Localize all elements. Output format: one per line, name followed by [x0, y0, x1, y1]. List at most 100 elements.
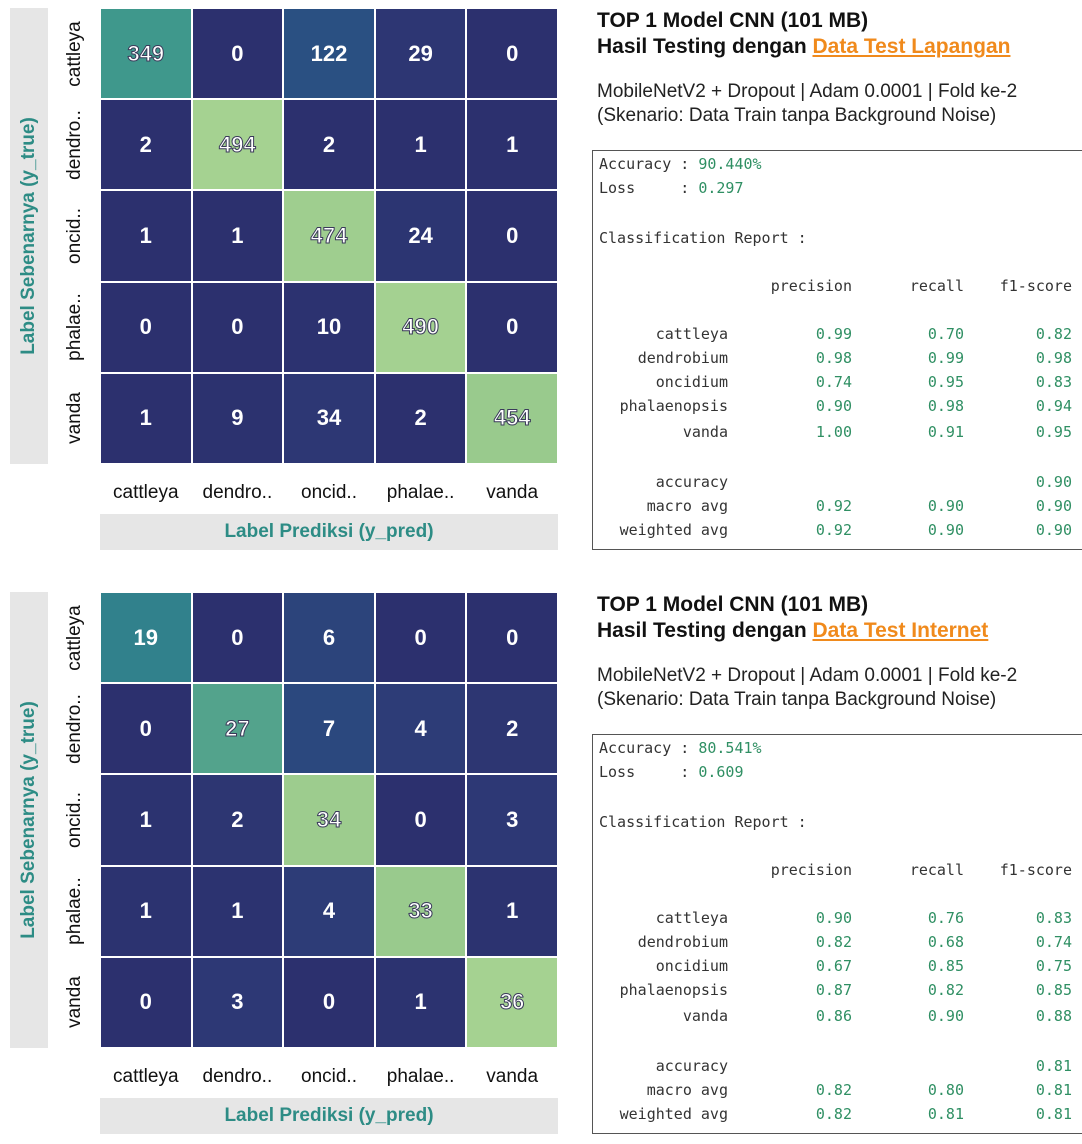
- matrix-cell: 2: [192, 775, 283, 865]
- metric-value: 0.98: [927, 397, 964, 415]
- title-prefix: Hasil Testing dengan: [597, 619, 813, 642]
- matrix-cell: 6: [284, 593, 374, 683]
- loss-value: 0.297: [698, 179, 744, 197]
- metric-value: 0.81: [1035, 1105, 1072, 1123]
- summary-label: macro avg: [646, 1081, 728, 1099]
- matrix-cell: 2: [284, 100, 374, 190]
- x-axis-label: Label Prediksi (y_pred): [100, 514, 558, 550]
- metric-value: 0.82: [815, 933, 852, 951]
- metric-value: 0.98: [1035, 349, 1072, 367]
- matrix-cell: 0: [192, 593, 283, 683]
- metric-value: 0.75: [1035, 957, 1072, 975]
- x-tick-label: phalae..: [386, 482, 455, 503]
- matrix-cell: 0: [101, 957, 191, 1047]
- metric-value: 0.87: [815, 981, 852, 999]
- metric-value: 0.95: [927, 373, 964, 391]
- metric-value: 0.90: [815, 909, 852, 927]
- matrix-cell: 2: [467, 684, 557, 774]
- metric-value: 0.90: [815, 397, 852, 415]
- matrix-cell: 27: [192, 684, 283, 774]
- loss-label: Loss :: [599, 763, 699, 781]
- loss-label: Loss :: [599, 179, 699, 197]
- metric-value: 0.81: [927, 1105, 964, 1123]
- column-header: recall: [909, 861, 964, 879]
- metric-value: 0.94: [1035, 397, 1072, 415]
- class-label: vanda: [682, 1007, 728, 1025]
- matrix-cell: 10: [284, 282, 374, 372]
- metric-value: 0.90: [1035, 497, 1072, 515]
- class-label: dendrobium: [637, 933, 728, 951]
- x-tick-label: vanda: [486, 1066, 539, 1087]
- matrix-cell: 33: [375, 866, 466, 956]
- class-label: oncidium: [655, 373, 728, 391]
- title-highlight-link[interactable]: Data Test Lapangan: [812, 35, 1011, 58]
- matrix-cell: 349: [101, 9, 191, 99]
- metric-value: 1.00: [815, 423, 852, 441]
- summary-label: weighted avg: [619, 1105, 728, 1123]
- matrix-cell: 0: [467, 191, 557, 281]
- matrix-cell: 0: [375, 593, 466, 683]
- metric-value: 0.82: [927, 981, 964, 999]
- x-tick-label: dendro..: [202, 482, 273, 503]
- matrix-cell: 3: [192, 957, 283, 1047]
- accuracy-value: 90.440%: [698, 155, 762, 173]
- title-highlight-link[interactable]: Data Test Internet: [812, 619, 989, 642]
- subtitle-line1: MobileNetV2 + Dropout | Adam 0.0001 | Fo…: [597, 665, 1018, 686]
- metric-value: 0.90: [927, 521, 964, 539]
- matrix-cell: 1: [375, 957, 466, 1047]
- x-tick-label: phalae..: [386, 1066, 455, 1087]
- class-label: oncidium: [655, 957, 728, 975]
- title-line1: TOP 1 Model CNN (101 MB): [597, 593, 869, 616]
- accuracy-line: Accuracy : 80.541%: [599, 739, 762, 757]
- x-tick-label: cattleya: [113, 1066, 179, 1087]
- matrix-cell: 9: [192, 373, 283, 463]
- metric-value: 0.91: [927, 423, 964, 441]
- matrix-cell: 454: [467, 373, 557, 463]
- x-tick-label: oncid..: [301, 482, 357, 503]
- accuracy-label: Accuracy :: [599, 739, 699, 757]
- matrix-cell: 474: [284, 191, 374, 281]
- x-tick-label: cattleya: [113, 482, 179, 503]
- column-header: f1-score: [999, 861, 1072, 879]
- y-axis-label-box: [10, 592, 48, 1048]
- matrix-cell: 3: [467, 775, 557, 865]
- matrix-cell: 1: [467, 100, 557, 190]
- class-label: vanda: [682, 423, 728, 441]
- matrix-cell: 122: [284, 9, 374, 99]
- summary-label: weighted avg: [619, 521, 728, 539]
- summary-label: macro avg: [646, 497, 728, 515]
- matrix-cell: 2: [101, 100, 191, 190]
- loss-line: Loss : 0.609: [599, 763, 744, 781]
- matrix-cell: 0: [101, 684, 191, 774]
- matrix-cell: 494: [192, 100, 283, 190]
- matrix-cell: 1: [467, 866, 557, 956]
- metric-value: 0.80: [927, 1081, 964, 1099]
- title-prefix: Hasil Testing dengan: [597, 35, 813, 58]
- metric-value: 0.74: [815, 373, 852, 391]
- metric-value: 0.67: [815, 957, 852, 975]
- accuracy-line: Accuracy : 90.440%: [599, 155, 762, 173]
- matrix-cell: 0: [284, 957, 374, 1047]
- metric-value: 0.82: [815, 1105, 852, 1123]
- y-axis-label: Label Sebenarnya (y_true): [18, 701, 39, 939]
- metric-value: 0.99: [927, 349, 964, 367]
- y-tick-label: oncid..: [64, 208, 85, 264]
- column-header: recall: [909, 277, 964, 295]
- metric-value: 0.85: [1035, 981, 1072, 999]
- matrix-cell: 4: [284, 866, 374, 956]
- title-line1: TOP 1 Model CNN (101 MB): [597, 9, 869, 32]
- class-label: phalaenopsis: [619, 397, 728, 415]
- metric-value: 0.81: [1035, 1081, 1072, 1099]
- metric-value: 0.85: [927, 957, 964, 975]
- matrix-cell: 0: [467, 282, 557, 372]
- column-header: precision: [770, 277, 852, 295]
- confusion-matrix-grid: 19 0 6 0 0 0 27 7 4 2 1 2 34 0 3 1 1 4 33 1 0 3 0 1 36: [100, 592, 558, 1048]
- y-tick-label: phalae..: [64, 293, 85, 361]
- summary-label: accuracy: [655, 473, 728, 491]
- summary-label: accuracy: [655, 1057, 728, 1075]
- column-header: precision: [770, 861, 852, 879]
- matrix-cell: 4: [375, 684, 466, 774]
- class-label: dendrobium: [637, 349, 728, 367]
- matrix-cell: 34: [284, 373, 374, 463]
- matrix-cell: 0: [192, 282, 283, 372]
